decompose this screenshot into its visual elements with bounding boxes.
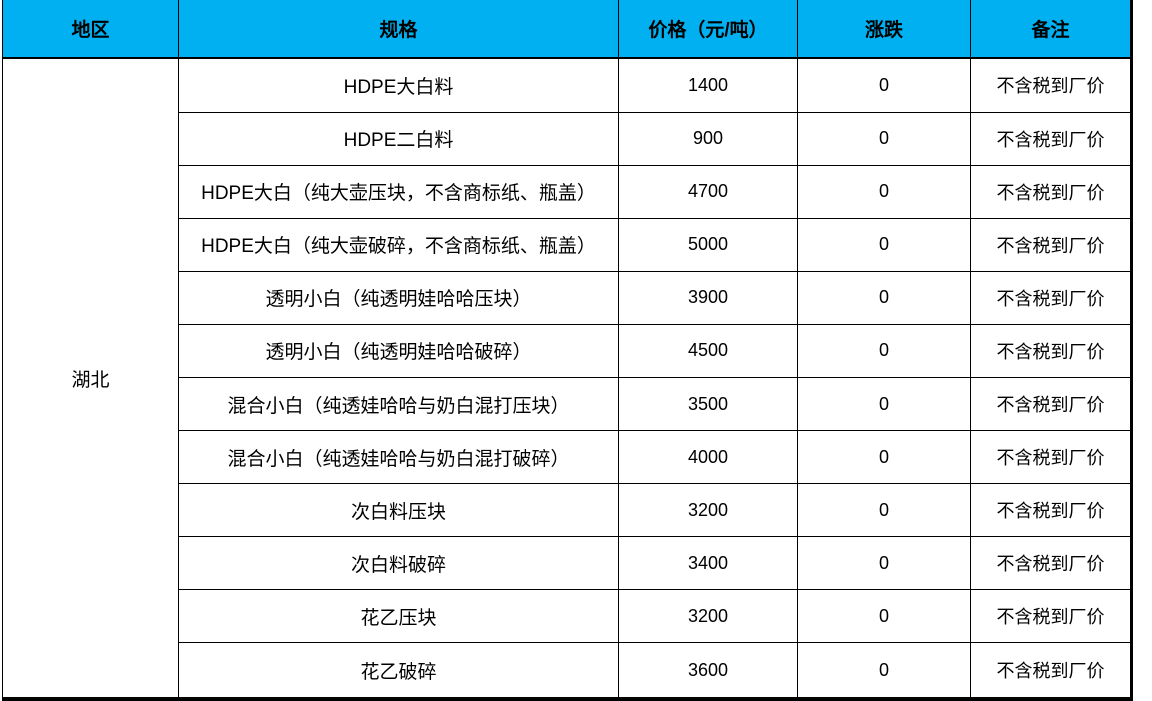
table-row: 花乙压块 3200 0 不含税到厂价 <box>3 589 1132 644</box>
spec-cell: 花乙破碎 <box>178 642 619 700</box>
change-cell: 0 <box>797 111 971 166</box>
change-cell: 0 <box>797 430 971 485</box>
header-cell-change: 涨跌 <box>797 0 971 59</box>
spec-cell: 透明小白（纯透明娃哈哈破碎） <box>178 323 619 379</box>
spec-cell: 透明小白（纯透明娃哈哈压块） <box>178 270 619 325</box>
table-row: 次白料压块 3200 0 不含税到厂价 <box>3 483 1132 538</box>
note-cell: 不含税到厂价 <box>970 270 1132 325</box>
change-cell: 0 <box>797 323 971 379</box>
price-cell: 3200 <box>618 589 798 644</box>
change-cell: 0 <box>797 589 971 644</box>
price-cell: 3900 <box>618 270 798 325</box>
price-cell: 3500 <box>618 377 798 432</box>
header-cell-region: 地区 <box>2 0 179 59</box>
spec-cell: HDPE大白料 <box>178 57 619 113</box>
table-row: HDPE大白（纯大壶压块，不含商标纸、瓶盖） 4700 0 不含税到厂价 <box>3 164 1132 219</box>
table-row: 透明小白（纯透明娃哈哈破碎） 4500 0 不含税到厂价 <box>3 323 1132 379</box>
change-cell: 0 <box>797 217 971 272</box>
price-cell: 3600 <box>618 642 798 700</box>
note-cell: 不含税到厂价 <box>970 57 1132 113</box>
table-row: HDPE大白（纯大壶破碎，不含商标纸、瓶盖） 5000 0 不含税到厂价 <box>3 217 1132 272</box>
note-cell: 不含税到厂价 <box>970 589 1132 644</box>
price-cell: 3400 <box>618 536 798 591</box>
price-cell: 4700 <box>618 164 798 219</box>
note-cell: 不含税到厂价 <box>970 217 1132 272</box>
table-row: 混合小白（纯透娃哈哈与奶白混打破碎） 4000 0 不含税到厂价 <box>3 430 1132 485</box>
note-cell: 不含税到厂价 <box>970 164 1132 219</box>
table-body: 湖北 HDPE大白料 1400 0 不含税到厂价 HDPE二白料 900 0 不… <box>2 57 1132 700</box>
table-row: 湖北 HDPE大白料 1400 0 不含税到厂价 <box>2 57 1132 700</box>
table-header-row: 地区 规格 价格（元/吨） 涨跌 备注 <box>2 0 1132 59</box>
spec-cell: 次白料破碎 <box>178 536 619 591</box>
spec-cell: 花乙压块 <box>178 589 619 644</box>
table-row: 混合小白（纯透娃哈哈与奶白混打压块） 3500 0 不含税到厂价 <box>3 377 1132 432</box>
change-cell: 0 <box>797 164 971 219</box>
region-cell: 湖北 <box>2 57 179 700</box>
header-cell-price: 价格（元/吨） <box>618 0 798 59</box>
spec-cell: 次白料压块 <box>178 483 619 538</box>
price-cell: 4000 <box>618 430 798 485</box>
price-cell: 5000 <box>618 217 798 272</box>
spec-cell: HDPE大白（纯大壶压块，不含商标纸、瓶盖） <box>178 164 619 219</box>
note-cell: 不含税到厂价 <box>970 111 1132 166</box>
price-cell: 1400 <box>618 57 798 113</box>
note-cell: 不含税到厂价 <box>970 483 1132 538</box>
price-cell: 4500 <box>618 323 798 379</box>
table-row: 花乙破碎 3600 0 不含税到厂价 <box>3 642 1132 700</box>
change-cell: 0 <box>797 483 971 538</box>
header-cell-note: 备注 <box>970 0 1132 59</box>
spec-cell: HDPE大白（纯大壶破碎，不含商标纸、瓶盖） <box>178 217 619 272</box>
change-cell: 0 <box>797 642 971 700</box>
note-cell: 不含税到厂价 <box>970 642 1132 700</box>
spec-cell: 混合小白（纯透娃哈哈与奶白混打破碎） <box>178 430 619 485</box>
note-cell: 不含税到厂价 <box>970 430 1132 485</box>
table-row: HDPE二白料 900 0 不含税到厂价 <box>3 111 1132 166</box>
note-cell: 不含税到厂价 <box>970 323 1132 379</box>
change-cell: 0 <box>797 536 971 591</box>
spec-cell: HDPE二白料 <box>178 111 619 166</box>
table-row: 透明小白（纯透明娃哈哈压块） 3900 0 不含税到厂价 <box>3 270 1132 325</box>
note-cell: 不含税到厂价 <box>970 536 1132 591</box>
header-cell-spec: 规格 <box>178 0 619 59</box>
change-cell: 0 <box>797 57 971 113</box>
change-cell: 0 <box>797 377 971 432</box>
note-cell: 不含税到厂价 <box>970 377 1132 432</box>
price-cell: 900 <box>618 111 798 166</box>
change-cell: 0 <box>797 270 971 325</box>
price-cell: 3200 <box>618 483 798 538</box>
table-row: 次白料破碎 3400 0 不含税到厂价 <box>3 536 1132 591</box>
spec-cell: 混合小白（纯透娃哈哈与奶白混打压块） <box>178 377 619 432</box>
